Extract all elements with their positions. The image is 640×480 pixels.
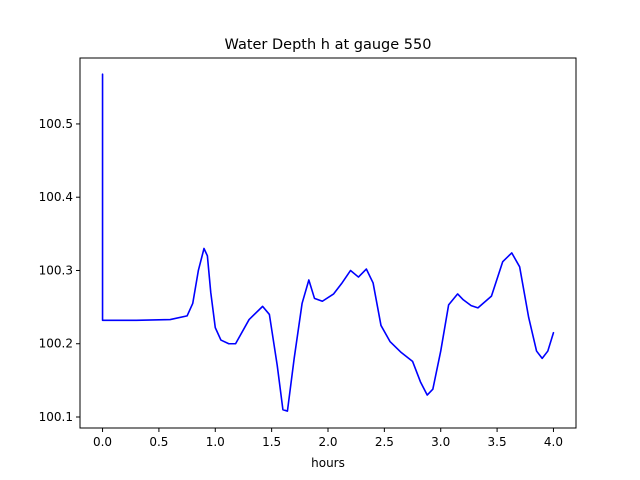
y-tick-label: 100.5 xyxy=(39,117,73,131)
x-tick-label: 1.5 xyxy=(262,435,281,449)
x-tick-label: 1.0 xyxy=(206,435,225,449)
series-line-0 xyxy=(101,73,555,412)
y-axis: 100.1 100.2 100.3 100.4 100.5 xyxy=(39,117,80,424)
y-tick-label: 100.1 xyxy=(39,410,73,424)
y-tick-label: 100.3 xyxy=(39,263,73,277)
plot-area xyxy=(101,73,555,412)
y-tick-label: 100.2 xyxy=(39,337,73,351)
x-tick-label: 2.0 xyxy=(318,435,337,449)
x-axis-label: hours xyxy=(311,456,345,470)
x-tick-label: 2.5 xyxy=(375,435,394,449)
chart-title: Water Depth h at gauge 550 xyxy=(225,37,432,53)
x-tick-label: 3.0 xyxy=(431,435,450,449)
x-tick-label: 0.5 xyxy=(149,435,168,449)
x-tick-label: 4.0 xyxy=(544,435,563,449)
y-tick-label: 100.4 xyxy=(39,190,73,204)
x-tick-label: 3.5 xyxy=(488,435,507,449)
x-tick-label: 0.0 xyxy=(93,435,112,449)
x-axis: 0.0 0.5 1.0 1.5 2.0 2.5 3.0 3.5 4.0 xyxy=(93,428,563,449)
